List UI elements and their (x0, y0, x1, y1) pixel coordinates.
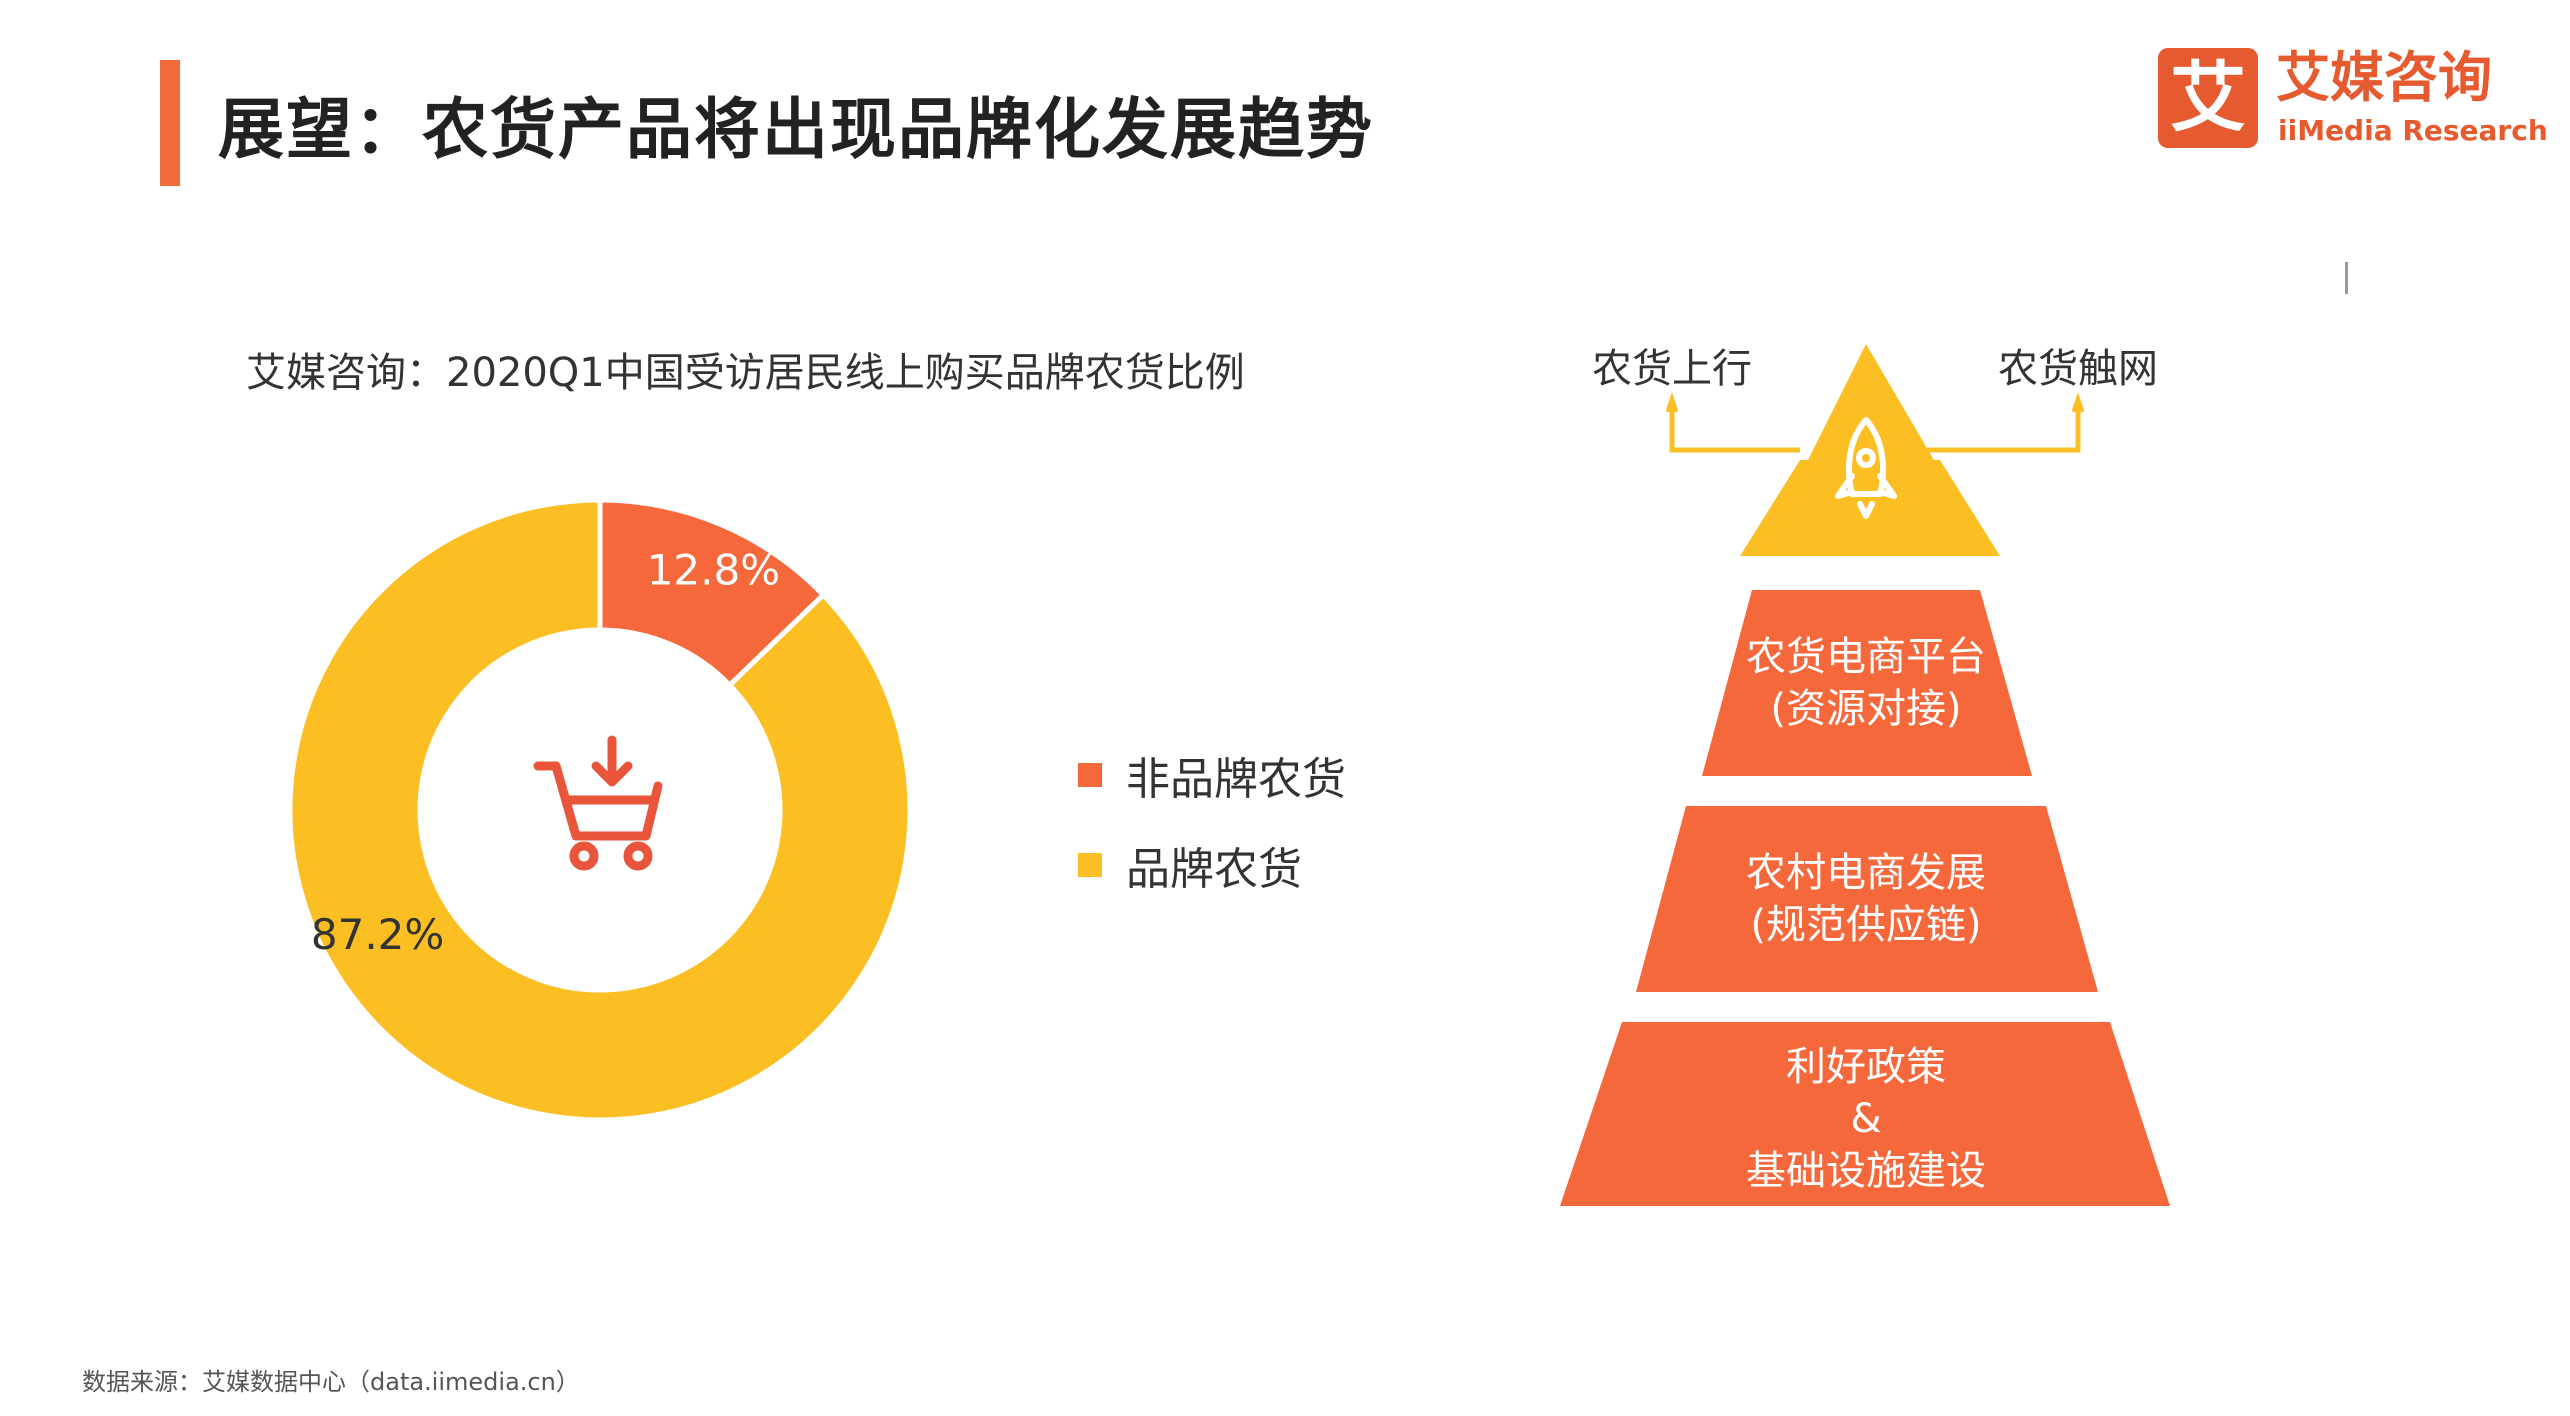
legend-item-non-brand: 非品牌农货 (1078, 730, 1346, 820)
donut-slice-label-1: 87.2% (311, 910, 444, 959)
divider-tick (2345, 262, 2348, 294)
legend-item-brand: 品牌农货 (1078, 820, 1346, 910)
tier-1-line-1: 农货电商平台 (1746, 634, 1986, 680)
tier-2-line-2: (规范供应链) (1750, 902, 1981, 948)
tier-3-line-1: 利好政策 (1786, 1044, 1946, 1090)
brand-logo-english: iiMedia Research (2278, 114, 2548, 147)
title-accent-bar (160, 60, 180, 186)
brand-logo-name: 艾媒咨询 (2276, 46, 2492, 109)
rocket-icon (1835, 417, 1897, 519)
right-arrow-head (2071, 392, 2085, 413)
chart-legend: 非品牌农货 品牌农货 (1078, 730, 1346, 910)
pyramid-apex (1760, 344, 1990, 556)
donut-slices (287, 497, 913, 1123)
right-branch-arrow (1880, 400, 2081, 453)
page-title: 展望：农货产品将出现品牌化发展趋势 (218, 91, 1374, 168)
left-branch-label: 农货上行 (1592, 346, 1752, 392)
donut-labels: 12.8% 87.2% (311, 546, 780, 959)
brand-logo-mark: 艾 (2158, 48, 2258, 148)
donut-slice-1 (287, 497, 913, 1123)
legend-label: 品牌农货 (1126, 844, 1302, 895)
legend-swatch-brand (1078, 853, 1102, 877)
chart-title: 艾媒咨询：2020Q1中国受访居民线上购买品牌农货比例 (246, 350, 1245, 396)
legend-label: 非品牌农货 (1126, 754, 1346, 805)
donut-slice-label-0: 12.8% (647, 546, 780, 595)
donut-chart: 12.8% 87.2% (287, 497, 913, 1123)
right-branch-label: 农货触网 (1998, 346, 2158, 392)
pyramid-tier-2 (1636, 806, 2098, 992)
tier-2-line-1: 农村电商发展 (1746, 850, 1986, 896)
tier-3-line-2: & (1850, 1096, 1881, 1142)
data-source-note: 数据来源：艾媒数据中心（data.iimedia.cn） (82, 1368, 580, 1396)
shopping-cart-icon (533, 735, 663, 871)
pyramid-tier-3 (1560, 1022, 2170, 1206)
tier-1-line-2: (资源对接) (1770, 686, 1961, 732)
pyramid-diagram: 农货上行 农货触网 农货电商平台 (资源对接) 农村电商发展 (规范供应链) 利… (1560, 344, 2170, 1206)
left-branch-arrow (1669, 400, 1800, 453)
pyramid-tier-1 (1702, 590, 2032, 776)
tier-3-line-3: 基础设施建设 (1746, 1148, 1986, 1194)
legend-swatch-non-brand (1078, 763, 1102, 787)
left-arrow-head (1665, 392, 1679, 413)
branch-arrows (1665, 392, 2085, 453)
